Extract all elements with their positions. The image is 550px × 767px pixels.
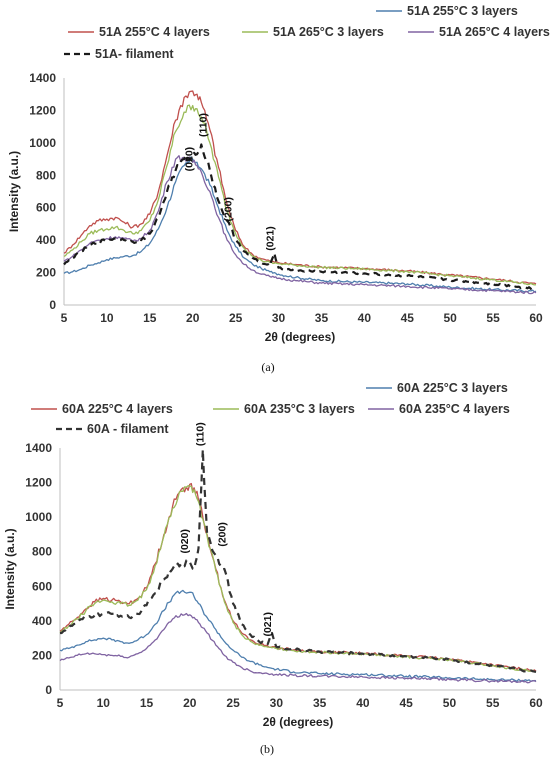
y-tick-label: 400 [32, 614, 52, 628]
x-tick-label: 55 [486, 696, 500, 710]
y-tick-label: 1200 [29, 103, 56, 117]
x-tick-label: 10 [100, 311, 114, 325]
x-tick-label: 45 [400, 696, 414, 710]
x-tick-label: 30 [270, 696, 284, 710]
legend-label: 51A 255°C 3 layers [407, 4, 518, 18]
series-line-4 [60, 448, 537, 673]
panel-caption: (b) [260, 742, 274, 756]
x-tick-label: 50 [443, 696, 457, 710]
series-line-0 [63, 156, 537, 293]
legend-entry: 51A 265°C 3 layers [242, 25, 384, 39]
x-tick-label: 55 [486, 311, 500, 325]
series-line-4 [63, 143, 537, 291]
x-tick-label: 25 [229, 311, 243, 325]
legend-entry: 51A 255°C 4 layers [68, 25, 210, 39]
peak-annotation: (110) [195, 422, 207, 446]
legend-label: 60A 235°C 3 layers [244, 402, 355, 416]
legend-entry: 60A 235°C 4 layers [368, 402, 510, 416]
y-tick-label: 1000 [29, 136, 56, 150]
x-tick-label: 15 [140, 696, 154, 710]
peak-annotation: (021) [264, 226, 276, 251]
y-tick-label: 1000 [25, 510, 52, 524]
x-tick-label: 35 [313, 696, 327, 710]
y-tick-label: 1400 [25, 441, 52, 455]
x-tick-label: 50 [444, 311, 458, 325]
x-tick-label: 30 [272, 311, 286, 325]
y-axis-title: Intensity (a.u.) [7, 151, 21, 232]
peak-annotation: (021) [262, 612, 274, 637]
chart-panel-b: 0 200 400 600 800 1000 1200 1400 5 10 15 20 25 30 35 40… [3, 381, 543, 756]
peak-annotation: (200) [216, 522, 228, 547]
legend-label: 60A - filament [87, 422, 169, 436]
peak-annotation: (200) [222, 197, 234, 222]
y-tick-label: 600 [36, 201, 56, 215]
legend-entry: 60A 225°C 3 layers [366, 381, 508, 395]
x-axis-title: 2θ (degrees) [265, 330, 336, 344]
x-tick-label: 5 [57, 696, 64, 710]
y-tick-label: 800 [36, 168, 56, 182]
y-tick-label: 600 [32, 579, 52, 593]
series-line-2 [59, 485, 537, 673]
x-tick-label: 5 [61, 311, 68, 325]
x-tick-label: 20 [183, 696, 197, 710]
series-line-0 [59, 589, 537, 682]
x-tick-label: 15 [143, 311, 157, 325]
panel-caption: (a) [261, 360, 274, 374]
legend-entry: 60A - filament [56, 422, 169, 436]
legend-label: 51A- filament [95, 47, 174, 61]
chart-panel-a: 0 200 400 600 800 1000 1200 1400 5 10 15 20 25 30 35 40… [7, 4, 550, 374]
x-tick-label: 40 [356, 696, 370, 710]
peak-annotation: (020) [179, 529, 191, 554]
x-tick-label: 25 [226, 696, 240, 710]
legend-entry: 60A 225°C 4 layers [31, 402, 173, 416]
series-line-3 [59, 612, 537, 684]
legend-label: 51A 265°C 3 layers [273, 25, 384, 39]
x-axis-title: 2θ (degrees) [263, 715, 334, 729]
y-tick-label: 1400 [29, 71, 56, 85]
legend-entry: 51A 255°C 3 layers [376, 4, 518, 18]
y-tick-label: 1200 [25, 476, 52, 490]
legend-entry: 51A- filament [64, 47, 174, 61]
series-line-2 [63, 104, 537, 286]
x-tick-label: 60 [529, 311, 543, 325]
legend-entry: 51A 265°C 4 layers [408, 25, 550, 39]
legend-label: 60A 225°C 4 layers [62, 402, 173, 416]
y-axis-title: Intensity (a.u.) [3, 528, 17, 609]
x-tick-label: 20 [186, 311, 200, 325]
y-tick-label: 400 [36, 233, 56, 247]
x-tick-label: 45 [401, 311, 415, 325]
legend-label: 60A 225°C 3 layers [397, 381, 508, 395]
y-tick-label: 0 [45, 683, 52, 697]
x-tick-label: 40 [358, 311, 372, 325]
legend-label: 51A 255°C 4 layers [99, 25, 210, 39]
y-tick-label: 200 [32, 648, 52, 662]
legend-entry: 60A 235°C 3 layers [213, 402, 355, 416]
peak-annotation: (110) [198, 113, 210, 137]
x-tick-label: 60 [529, 696, 543, 710]
x-tick-label: 10 [97, 696, 111, 710]
series-line-1 [63, 90, 537, 285]
peak-annotation: (020) [184, 147, 196, 172]
legend-label: 60A 235°C 4 layers [399, 402, 510, 416]
y-tick-label: 800 [32, 545, 52, 559]
legend-label: 51A 265°C 4 layers [439, 25, 550, 39]
x-tick-label: 35 [315, 311, 329, 325]
y-tick-label: 0 [49, 298, 56, 312]
y-tick-label: 200 [36, 266, 56, 280]
